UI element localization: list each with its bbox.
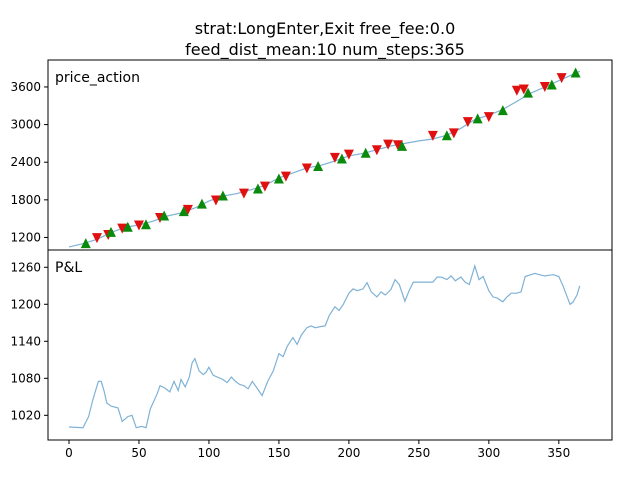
sell-marker — [511, 85, 522, 96]
buy-marker — [159, 210, 170, 221]
buy-marker — [105, 226, 116, 237]
sell-marker — [448, 128, 459, 139]
price-y-tick-label: 1200 — [10, 230, 41, 244]
sell-marker — [329, 152, 340, 163]
buy-marker — [196, 198, 207, 209]
sell-marker — [280, 171, 291, 182]
pnl-x-tick-label: 100 — [197, 446, 220, 460]
pnl-x-tick-label: 200 — [337, 446, 360, 460]
sell-marker — [182, 204, 193, 215]
buy-marker — [140, 219, 151, 230]
pnl-x-tick-label: 0 — [65, 446, 73, 460]
sell-marker — [91, 233, 102, 244]
price-y-tick-label: 3000 — [10, 118, 41, 132]
price-y-tick-label: 2400 — [10, 155, 41, 169]
pnl-series-line-0 — [68, 263, 581, 429]
sell-marker — [133, 220, 144, 231]
buy-marker — [546, 79, 557, 90]
buy-marker — [360, 147, 371, 158]
sell-marker — [259, 181, 270, 192]
buy-marker — [80, 238, 91, 249]
price-action-panel: 1200 1800 2400 3000 3600 price_action — [10, 59, 613, 251]
buy-marker — [497, 105, 508, 116]
price-axes-frame — [47, 59, 613, 251]
pnl-axes-frame — [47, 249, 613, 441]
buy-marker — [178, 206, 189, 217]
pnl-x-tick-label: 350 — [547, 446, 570, 460]
pnl-panel-label: P&L — [55, 260, 82, 276]
buy-marker — [122, 221, 133, 232]
buy-marker — [523, 87, 534, 98]
sell-marker — [371, 145, 382, 156]
buy-marker — [570, 67, 581, 78]
buy-marker — [252, 183, 263, 194]
pnl-y-tick-label: 1200 — [10, 297, 41, 311]
buy-marker — [336, 153, 347, 164]
buy-marker — [273, 173, 284, 184]
sell-marker — [383, 139, 394, 150]
buy-marker — [313, 160, 324, 171]
pnl-x-tick-label: 50 — [131, 446, 146, 460]
sell-marker — [462, 117, 473, 128]
buy-marker — [441, 130, 452, 141]
pnl-y-tick-label: 1260 — [10, 260, 41, 274]
sell-marker — [238, 188, 249, 199]
pnl-y-tick-label: 1140 — [10, 334, 41, 348]
sell-marker — [117, 223, 128, 234]
sell-marker — [343, 149, 354, 160]
buy-marker — [217, 190, 228, 201]
chart-title-line1: strat:LongEnter,Exit free_fee:0.0 — [195, 19, 456, 39]
sell-marker — [427, 130, 438, 141]
pnl-x-tick-label: 300 — [477, 446, 500, 460]
sell-marker — [210, 195, 221, 206]
price-y-tick-label: 1800 — [10, 193, 41, 207]
price-y-tick-label: 3600 — [10, 80, 41, 94]
buy-marker — [472, 113, 483, 124]
sell-marker — [556, 73, 567, 84]
pnl-y-tick-label: 1080 — [10, 371, 41, 385]
pnl-x-tick-label: 250 — [407, 446, 430, 460]
buy-marker — [397, 140, 408, 151]
chart-title-line2: feed_dist_mean:10 num_steps:365 — [185, 40, 465, 60]
pnl-x-tick-label: 150 — [267, 446, 290, 460]
price-panel-label: price_action — [55, 70, 140, 86]
sell-marker — [392, 140, 403, 151]
sell-marker — [539, 81, 550, 92]
sell-marker — [483, 112, 494, 123]
sell-marker — [301, 163, 312, 174]
sell-marker — [518, 84, 529, 95]
pnl-y-tick-label: 1020 — [10, 408, 41, 422]
pnl-panel: 1020 1080 1140 1200 1260 0 50 100 150 200 250 300 35… — [10, 249, 613, 460]
